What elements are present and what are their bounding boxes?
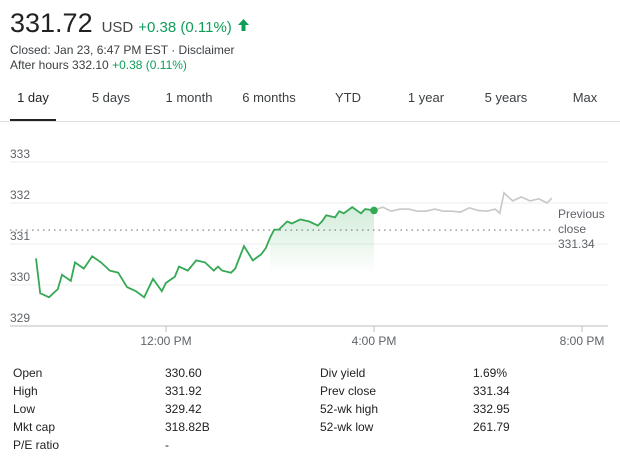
stat-value: 318.82B — [165, 420, 210, 434]
tab-ytd[interactable]: YTD — [335, 90, 361, 105]
stat-label: 52-wk low — [320, 420, 374, 434]
stat-label: Mkt cap — [13, 420, 56, 434]
stat-value: 330.60 — [165, 366, 202, 380]
x-tick-label: 4:00 PM — [352, 334, 397, 348]
current-price: 331.72 — [10, 8, 93, 38]
x-axis: 12:00 PM 4:00 PM 8:00 PM — [140, 326, 604, 348]
stat-value: 329.42 — [165, 402, 202, 416]
tab-1-year[interactable]: 1 year — [407, 90, 445, 105]
stat-label: Open — [13, 366, 43, 380]
stat-value: 331.92 — [165, 384, 202, 398]
after-hours-price: After hours 332.10 — [10, 58, 113, 72]
stat-label: Low — [13, 402, 36, 416]
previous-close-label: Previous — [558, 207, 605, 221]
y-tick-label: 332 — [10, 188, 30, 202]
closed-text: Closed: Jan 23, 6:47 PM EST · — [10, 43, 179, 57]
x-tick-label: 12:00 PM — [140, 334, 191, 348]
closed-status: Closed: Jan 23, 6:47 PM EST · Disclaimer — [10, 43, 250, 58]
y-tick-label: 330 — [10, 270, 30, 284]
stat-value: - — [165, 438, 169, 452]
chart-gridlines — [10, 161, 608, 327]
arrow-up-icon — [237, 19, 249, 31]
price-line — [35, 205, 375, 299]
x-tick-label: 8:00 PM — [560, 334, 605, 348]
previous-close-label-2: close — [558, 222, 586, 236]
tab-5-years[interactable]: 5 years — [484, 90, 528, 105]
price-area-fill — [270, 207, 374, 274]
price-row: 331.72 USD +0.38 (0.11%) — [10, 8, 250, 39]
currency-code: USD — [101, 19, 134, 36]
after-hours-line — [373, 191, 553, 215]
after-hours-status: After hours 332.10 +0.38 (0.11%) — [10, 58, 250, 73]
tab-6-months[interactable]: 6 months — [242, 90, 296, 105]
previous-close-value: 331.34 — [558, 237, 595, 251]
y-tick-label: 331 — [10, 229, 30, 243]
stat-value: 331.34 — [473, 384, 510, 398]
stat-value: 332.95 — [473, 402, 510, 416]
close-point-marker — [370, 206, 378, 215]
y-tick-label: 329 — [10, 311, 30, 325]
stat-value: 261.79 — [473, 420, 510, 434]
range-tabs: 1 day 5 days 1 month 6 months YTD 1 year… — [10, 82, 610, 122]
stat-label: Div yield — [320, 366, 366, 380]
quote-header: 331.72 USD +0.38 (0.11%) Closed: Jan 23,… — [10, 8, 250, 73]
disclaimer-link[interactable]: Disclaimer — [178, 43, 235, 57]
tab-max[interactable]: Max — [572, 90, 598, 105]
stat-label: Prev close — [320, 384, 377, 398]
price-change: +0.38 (0.11%) — [138, 19, 232, 36]
tabs-divider — [0, 121, 620, 122]
tab-1-month[interactable]: 1 month — [165, 90, 213, 105]
tab-5-days[interactable]: 5 days — [91, 90, 131, 105]
stat-label: High — [13, 384, 38, 398]
y-axis-labels: 333 332 331 330 329 — [10, 147, 30, 325]
active-tab-indicator — [10, 119, 56, 121]
stat-value: 1.69% — [473, 366, 508, 380]
stat-label: 52-wk high — [320, 402, 379, 416]
tab-1-day[interactable]: 1 day — [17, 90, 49, 105]
y-tick-label: 333 — [10, 147, 30, 161]
stat-label: P/E ratio — [13, 438, 60, 452]
after-hours-change: +0.38 (0.11%) — [112, 58, 187, 72]
price-chart: 333 332 331 330 329 12:00 PM 4:00 PM 8:00 PM P… — [10, 147, 608, 348]
